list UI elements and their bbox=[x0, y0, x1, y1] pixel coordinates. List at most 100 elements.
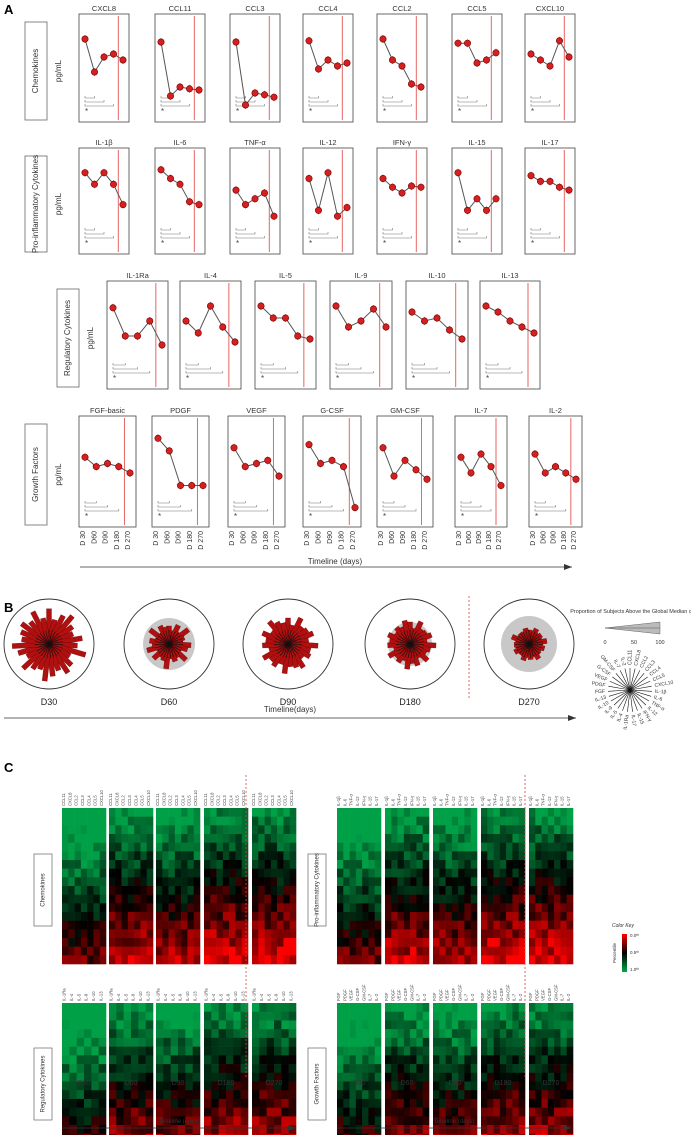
spoke bbox=[274, 641, 289, 645]
heatmap-cell bbox=[146, 938, 154, 947]
heatmap-cell bbox=[168, 868, 176, 878]
heatmap-cell bbox=[266, 1037, 275, 1047]
heatmap-cell bbox=[204, 1125, 212, 1135]
column-label: VEGF bbox=[349, 989, 354, 1001]
heatmap-cell bbox=[62, 825, 69, 835]
heatmap-cell bbox=[277, 868, 284, 878]
heatmap-cell bbox=[68, 946, 75, 956]
data-point bbox=[417, 83, 425, 91]
heatmap-cell bbox=[181, 920, 188, 930]
heatmap-cell bbox=[416, 1098, 424, 1108]
spoke bbox=[158, 643, 170, 654]
heatmap-cell bbox=[518, 842, 526, 852]
heatmap-block: CCL11 CXCL8 CCL2 CCL3 CCL4 CCL5 CXCL10 bbox=[251, 790, 297, 965]
heatmap-cell bbox=[518, 886, 526, 895]
data-point bbox=[492, 49, 500, 57]
x-tick-label: D 270 bbox=[571, 531, 578, 550]
spoke bbox=[168, 643, 175, 658]
heatmap-cell bbox=[433, 860, 440, 869]
heatmap-cell bbox=[185, 1029, 193, 1039]
heatmap-cell bbox=[458, 808, 465, 817]
heatmap-cell bbox=[451, 1064, 459, 1074]
timepoint-label: D270 bbox=[266, 1080, 283, 1087]
spoke bbox=[274, 643, 289, 649]
heatmap-cell bbox=[439, 1046, 446, 1056]
column-label: IL-13 bbox=[98, 991, 103, 1001]
key-spoke bbox=[615, 672, 631, 691]
heatmap-cell bbox=[535, 1072, 542, 1082]
heatmap-cell bbox=[554, 1029, 561, 1039]
heatmap-cell bbox=[98, 1020, 107, 1030]
heatmap-cell bbox=[162, 851, 169, 861]
heatmap-cell bbox=[362, 877, 369, 887]
heatmap-cell bbox=[116, 1055, 124, 1065]
column-label: CCL3 bbox=[174, 795, 179, 806]
heatmap-cell bbox=[385, 860, 392, 869]
heatmap-cell bbox=[362, 825, 369, 835]
heatmap-cell bbox=[458, 1098, 465, 1108]
heatmap-cell bbox=[146, 955, 154, 965]
heatmap-cell bbox=[529, 860, 536, 869]
heatmap-cell bbox=[288, 1133, 297, 1135]
heatmap-cell bbox=[229, 886, 236, 895]
heatmap-cell bbox=[458, 955, 465, 965]
heatmap-cell bbox=[554, 903, 561, 913]
heatmap-cell bbox=[560, 868, 568, 878]
column-label: PDGF bbox=[342, 989, 347, 1001]
spoke bbox=[168, 643, 171, 658]
heatmap-cell bbox=[470, 1098, 478, 1108]
heatmap-cell bbox=[355, 1029, 363, 1039]
heatmap-cell bbox=[229, 816, 236, 826]
heatmap-cell bbox=[266, 1020, 275, 1030]
heatmap-cell bbox=[403, 1098, 411, 1108]
heatmap-cell bbox=[560, 1037, 568, 1047]
heatmap-cell bbox=[134, 825, 141, 835]
heatmap-cell bbox=[481, 1116, 488, 1126]
data-point bbox=[541, 469, 549, 477]
heatmap-cell bbox=[93, 816, 101, 826]
heatmap-cell bbox=[68, 851, 75, 861]
heatmap-cell bbox=[368, 868, 376, 878]
heatmap-cell bbox=[204, 886, 211, 895]
heatmap-cell bbox=[131, 1037, 139, 1047]
heatmap-cell bbox=[506, 1055, 513, 1065]
heatmap-cell bbox=[547, 886, 555, 895]
heatmap-cell bbox=[391, 912, 398, 921]
heatmap-cell bbox=[343, 851, 350, 861]
heatmap-cell bbox=[289, 938, 297, 947]
column-label: IL-9 bbox=[131, 993, 136, 1001]
heatmap-cell bbox=[416, 1003, 424, 1013]
heatmap-cell bbox=[355, 1090, 363, 1100]
heatmap-cell bbox=[233, 1116, 241, 1126]
heatmap-cell bbox=[385, 1090, 392, 1100]
heatmap-cell bbox=[277, 851, 284, 861]
heatmap-cell bbox=[391, 868, 398, 878]
heatmap-cell bbox=[481, 1133, 488, 1135]
color-key-label: 1.0ᵗʰ bbox=[630, 967, 639, 972]
heatmap-cell bbox=[422, 808, 430, 817]
heatmap-cell bbox=[123, 1098, 132, 1108]
heatmap-cell bbox=[252, 1072, 260, 1082]
heatmap-cell bbox=[403, 1011, 411, 1021]
heatmap-cell bbox=[368, 1029, 376, 1039]
spoke bbox=[287, 643, 302, 649]
heatmap-cell bbox=[451, 851, 459, 861]
heatmap-cell bbox=[470, 1046, 478, 1056]
heatmap-cell bbox=[146, 894, 154, 904]
star: * bbox=[531, 239, 534, 248]
heatmap-cell bbox=[121, 851, 129, 861]
heatmap-cell bbox=[410, 1020, 417, 1030]
bracket bbox=[382, 501, 395, 504]
heatmap-cell bbox=[487, 1125, 494, 1135]
heatmap-cell bbox=[266, 1011, 275, 1021]
data-point bbox=[110, 50, 118, 58]
heatmap-cell bbox=[134, 946, 141, 956]
key-spoke bbox=[612, 676, 631, 691]
heatmap-cell bbox=[487, 842, 494, 852]
heatmap-cell bbox=[397, 1055, 405, 1065]
heatmap-cell bbox=[146, 834, 154, 843]
heatmap-cell bbox=[481, 1107, 488, 1117]
heatmap-cell bbox=[566, 946, 574, 956]
heatmap-cell bbox=[216, 834, 224, 843]
heatmap-cell bbox=[512, 912, 520, 921]
